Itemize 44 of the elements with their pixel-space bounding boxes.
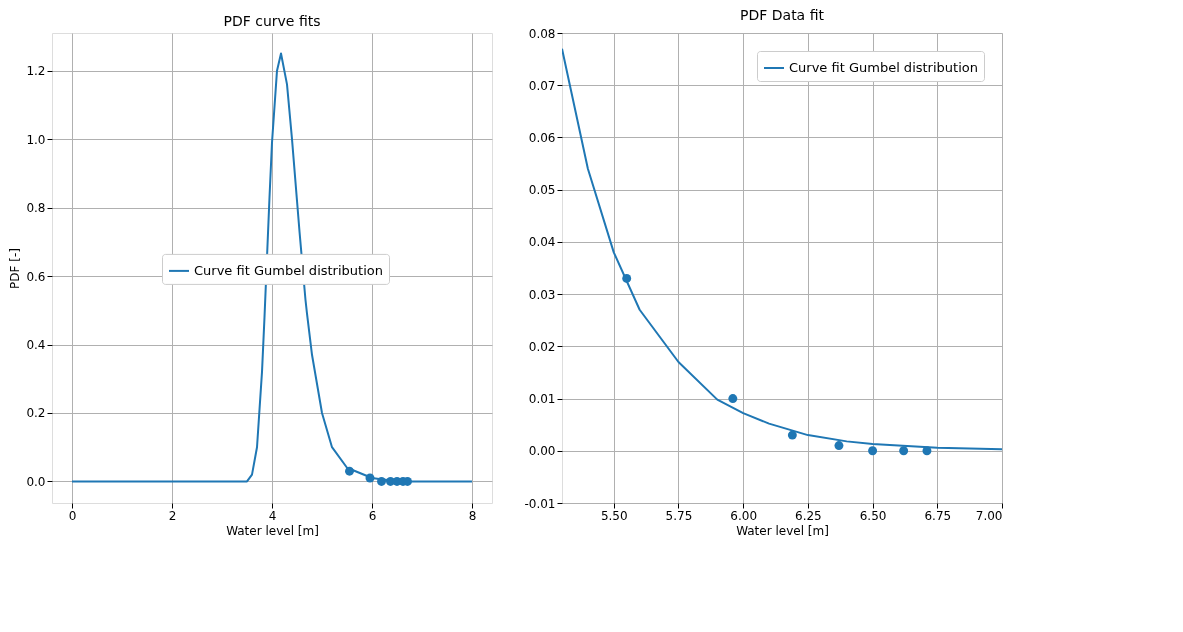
y-tick-label: 1.0 xyxy=(26,132,46,147)
y-tick-label: 0.00 xyxy=(528,444,556,459)
y-tick-label: 0.0 xyxy=(26,474,46,489)
point xyxy=(868,446,878,456)
legend-label: Curve fit Gumbel distribution xyxy=(194,262,383,278)
legend-label: Curve fit Gumbel distribution xyxy=(789,60,978,75)
x-tick-label: 6.00 xyxy=(730,508,758,523)
x-tick-label: 0 xyxy=(68,508,77,523)
y-tick-label: -0.01 xyxy=(524,496,556,511)
y-tick-label: 0.04 xyxy=(528,235,556,250)
y-tick-label: 0.01 xyxy=(528,392,556,407)
y-tick-label: 0.6 xyxy=(26,269,46,284)
y-tick-label: 0.03 xyxy=(528,287,556,302)
y-tick-label: 1.2 xyxy=(26,64,46,79)
y-tick-label: 0.06 xyxy=(528,130,556,145)
x-tick-label: 5.50 xyxy=(600,508,628,523)
y-tick-label: 0.2 xyxy=(26,406,46,421)
y-tick-label: 0.07 xyxy=(528,78,556,93)
point xyxy=(622,273,632,283)
chart-title: PDF curve fits xyxy=(223,13,321,29)
point xyxy=(922,446,932,456)
y-tick-label: 0.08 xyxy=(528,26,556,41)
x-tick-label: 6 xyxy=(368,508,377,523)
y-tick-label: 0.4 xyxy=(26,338,46,353)
y-tick-label: 0.8 xyxy=(26,201,46,216)
x-axis-title: Water level [m] xyxy=(736,523,829,538)
x-tick-label: 6.75 xyxy=(924,508,952,523)
x-tick-label: 2 xyxy=(168,508,177,523)
y-axis-title: PDF [-] xyxy=(8,248,23,289)
x-tick-label: 4 xyxy=(268,508,277,523)
point xyxy=(899,446,909,456)
x-axis-title: Water level [m] xyxy=(226,523,319,538)
line-series xyxy=(562,47,1002,451)
x-tick-label: 7.00 xyxy=(975,508,1003,523)
x-tick-label: 5.75 xyxy=(665,508,693,523)
x-tick-label: 6.25 xyxy=(795,508,822,523)
point xyxy=(728,394,738,404)
point xyxy=(787,430,797,440)
point xyxy=(834,441,844,451)
x-tick-label: 6.50 xyxy=(859,508,887,523)
y-tick-label: 0.05 xyxy=(528,183,556,198)
x-tick-label: 8 xyxy=(468,508,477,523)
chart-title: PDF Data fit xyxy=(740,7,825,23)
y-tick-label: 0.02 xyxy=(528,339,556,354)
